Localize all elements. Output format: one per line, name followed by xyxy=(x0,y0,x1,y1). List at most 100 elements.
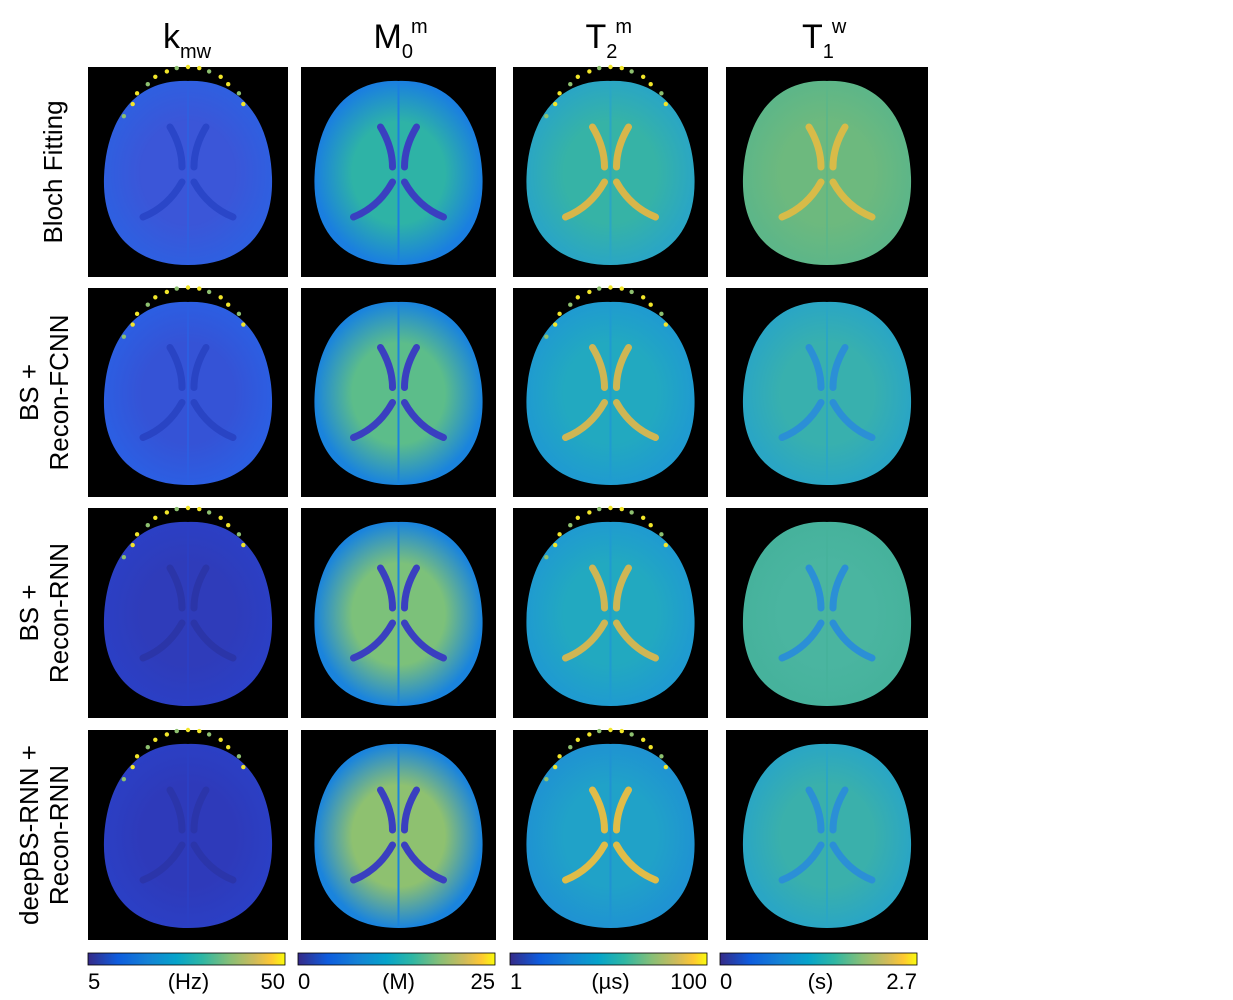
speckle xyxy=(544,554,549,560)
speckle xyxy=(197,65,202,71)
speckle xyxy=(185,64,191,70)
colorbar-min: 1 xyxy=(510,969,522,994)
speckle xyxy=(236,311,242,317)
ventricle xyxy=(139,344,237,441)
speckle xyxy=(557,532,562,537)
speckle xyxy=(164,289,170,295)
speckle xyxy=(185,727,191,733)
speckle xyxy=(241,764,246,770)
speckle xyxy=(236,532,242,537)
speckle xyxy=(206,289,212,295)
speckle xyxy=(659,532,664,537)
colorbar-min: 0 xyxy=(298,969,310,994)
speckle xyxy=(587,289,592,295)
speckle xyxy=(185,505,191,511)
speckle xyxy=(145,81,150,87)
map-image xyxy=(726,508,928,718)
ventricle xyxy=(778,344,876,441)
header-symbol: M xyxy=(374,18,402,56)
speckle xyxy=(659,91,664,96)
speckle xyxy=(197,286,202,291)
speckle xyxy=(575,295,581,300)
speckle xyxy=(218,74,223,80)
speckle xyxy=(640,515,646,521)
ventricle xyxy=(562,123,659,221)
speckle xyxy=(226,81,231,87)
row-label-line: Bloch Fitting xyxy=(38,100,68,243)
colorbar xyxy=(297,952,496,966)
speckle xyxy=(241,542,246,548)
speckle xyxy=(226,302,231,307)
speckle xyxy=(663,101,669,107)
speckle xyxy=(174,65,179,71)
speckle xyxy=(236,91,242,96)
speckle xyxy=(130,764,135,770)
speckle xyxy=(663,322,669,327)
ventricle xyxy=(562,344,659,441)
speckle xyxy=(241,101,246,107)
row-label-line: Recon-RNN xyxy=(44,543,74,683)
speckle xyxy=(206,510,212,515)
ventricle xyxy=(778,786,876,884)
ventricle xyxy=(562,786,659,884)
speckle xyxy=(557,754,562,759)
colorbar-max: 100 xyxy=(670,969,707,994)
speckle xyxy=(134,754,140,759)
ventricle xyxy=(778,123,876,221)
colorbar-min: 5 xyxy=(88,969,100,994)
speckle xyxy=(552,322,558,327)
speckle xyxy=(218,295,223,300)
speckle xyxy=(587,732,592,737)
colorbar xyxy=(509,952,708,966)
speckle xyxy=(218,737,223,743)
map-image xyxy=(88,285,288,497)
ventricle xyxy=(139,786,237,884)
ventricle xyxy=(778,564,876,662)
speckle xyxy=(206,69,212,74)
speckle xyxy=(619,728,624,734)
speckle xyxy=(663,542,669,548)
header-symbol: k xyxy=(163,18,181,56)
speckle xyxy=(575,515,581,521)
row-label: Bloch Fitting xyxy=(38,100,68,243)
speckle xyxy=(218,515,223,521)
speckle xyxy=(568,302,573,307)
ventricle xyxy=(350,786,447,884)
speckle xyxy=(648,744,653,750)
speckle xyxy=(619,286,624,291)
row-label: deepBS-RNN +Recon-RNN xyxy=(14,745,74,925)
map-image xyxy=(726,288,928,497)
speckle xyxy=(557,91,562,96)
speckle xyxy=(648,81,653,87)
map-image xyxy=(513,285,708,497)
speckle xyxy=(121,334,127,339)
ventricle xyxy=(139,123,237,221)
column-header: T1 w xyxy=(802,16,847,63)
ventricle xyxy=(139,564,237,662)
map-image xyxy=(88,727,288,940)
speckle xyxy=(134,532,140,537)
map-image xyxy=(88,64,288,277)
speckle xyxy=(153,737,158,743)
speckle xyxy=(663,764,669,770)
speckle xyxy=(608,505,613,511)
speckle xyxy=(130,322,135,327)
speckle xyxy=(121,776,127,782)
speckle xyxy=(153,515,158,521)
speckle xyxy=(597,506,602,512)
speckle xyxy=(629,289,634,295)
map-image xyxy=(301,67,496,277)
speckle xyxy=(659,754,664,759)
speckle xyxy=(544,776,549,782)
speckle xyxy=(206,732,212,737)
colorbar xyxy=(87,952,286,966)
speckle xyxy=(640,737,646,743)
speckle xyxy=(629,69,634,74)
speckle xyxy=(164,732,170,737)
speckle xyxy=(608,64,613,70)
speckle xyxy=(659,311,664,317)
speckle xyxy=(575,737,581,743)
speckle xyxy=(629,732,634,737)
ventricle xyxy=(350,564,447,662)
